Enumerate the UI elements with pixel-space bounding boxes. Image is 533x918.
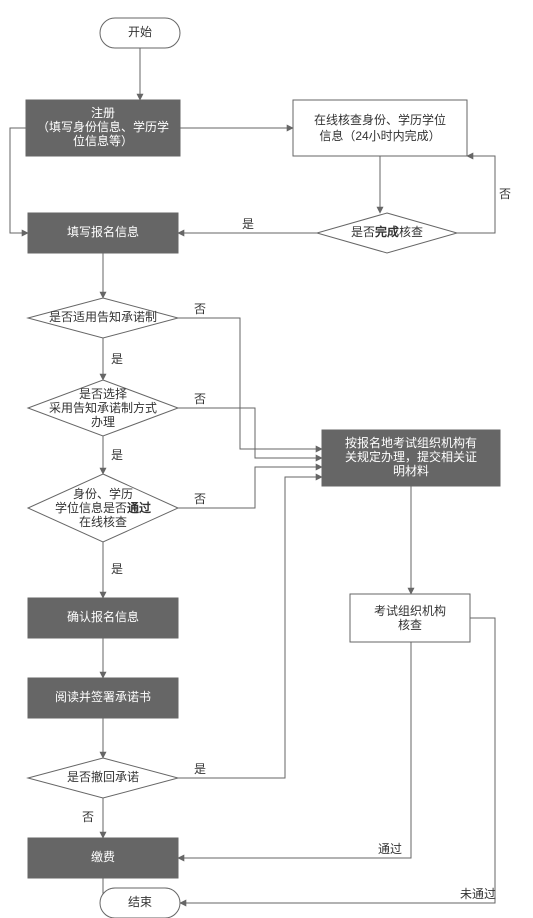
node-register-l3: 位信息等） bbox=[73, 133, 133, 148]
node-register-l1: 注册 bbox=[91, 105, 115, 120]
edge-label-yes: 是 bbox=[111, 562, 123, 576]
node-pay-label: 缴费 bbox=[91, 849, 115, 864]
edge bbox=[178, 642, 411, 858]
edge-label-no: 否 bbox=[194, 302, 206, 316]
node-register: 注册 （填写身份信息、学历学 位信息等） bbox=[26, 100, 180, 156]
node-d-choose-l3: 办理 bbox=[91, 414, 115, 429]
node-end: 结束 bbox=[100, 888, 180, 918]
node-d-inform-label: 是否适用告知承诺制 bbox=[49, 310, 157, 324]
node-online-check: 在线核查身份、学历学位 信息（24小时内完成） bbox=[293, 100, 467, 156]
node-submit-doc: 按报名地考试组织机构有 关规定办理，提交相关证 明材料 bbox=[322, 430, 500, 486]
edge-label-no: 否 bbox=[499, 187, 511, 201]
node-online-check-l2: 信息（24小时内完成） bbox=[319, 128, 440, 143]
node-submit-doc-l1: 按报名地考试组织机构有 bbox=[345, 435, 477, 450]
node-d-pass: 身份、学历 学位信息是否通过 在线核查 bbox=[28, 474, 178, 542]
node-d-complete-label: 是否完成核查 bbox=[351, 224, 423, 239]
edge bbox=[180, 618, 495, 903]
node-d-choose-l2: 采用告知承诺制方式 bbox=[49, 400, 157, 415]
node-end-label: 结束 bbox=[128, 895, 152, 909]
node-submit-doc-l3: 明材料 bbox=[393, 464, 429, 478]
node-d-pass-l2: 学位信息是否通过 bbox=[55, 500, 151, 515]
edge-label-no: 否 bbox=[82, 810, 94, 824]
node-online-check-l1: 在线核查身份、学历学位 bbox=[314, 112, 446, 127]
edge-label-yes: 是 bbox=[194, 762, 206, 776]
node-submit-doc-l2: 关规定办理，提交相关证 bbox=[345, 449, 477, 464]
edge bbox=[178, 318, 322, 449]
node-register-l2: （填写身份信息、学历学 bbox=[37, 119, 169, 134]
node-fill-info: 填写报名信息 bbox=[28, 213, 178, 253]
node-d-inform: 是否适用告知承诺制 bbox=[28, 298, 178, 338]
edge-label-fail: 未通过 bbox=[460, 887, 496, 901]
node-start-label: 开始 bbox=[128, 25, 152, 39]
node-confirm-label: 确认报名信息 bbox=[67, 609, 139, 624]
edge-label-yes: 是 bbox=[111, 448, 123, 462]
node-d-withdraw-label: 是否撤回承诺 bbox=[67, 769, 139, 784]
edge-label-no: 否 bbox=[194, 392, 206, 406]
node-fill-info-label: 填写报名信息 bbox=[67, 224, 139, 239]
node-org-check-l2: 核查 bbox=[398, 618, 422, 632]
edge bbox=[178, 477, 322, 778]
node-d-complete: 是否完成核查 bbox=[317, 213, 457, 253]
node-d-pass-l1: 身份、学历 bbox=[73, 486, 133, 501]
edge-label-yes: 是 bbox=[111, 352, 123, 366]
node-org-check: 考试组织机构 核查 bbox=[350, 594, 470, 642]
edge-label-pass: 通过 bbox=[378, 842, 402, 856]
edge bbox=[10, 128, 28, 233]
edge bbox=[457, 156, 495, 233]
edge bbox=[178, 408, 322, 458]
node-read-sign: 阅读并签署承诺书 bbox=[28, 678, 178, 718]
node-d-choose: 是否选择 采用告知承诺制方式 办理 bbox=[28, 380, 178, 436]
node-org-check-l1: 考试组织机构 bbox=[374, 603, 446, 618]
node-d-pass-l3: 在线核查 bbox=[79, 515, 127, 529]
node-d-withdraw: 是否撤回承诺 bbox=[28, 758, 178, 798]
edge-label-yes: 是 bbox=[242, 217, 254, 231]
edge-label-no: 否 bbox=[194, 492, 206, 506]
node-read-sign-label: 阅读并签署承诺书 bbox=[55, 689, 151, 704]
node-pay: 缴费 bbox=[28, 838, 178, 878]
node-start: 开始 bbox=[100, 18, 180, 48]
node-d-choose-l1: 是否选择 bbox=[79, 387, 127, 401]
node-confirm: 确认报名信息 bbox=[28, 598, 178, 638]
